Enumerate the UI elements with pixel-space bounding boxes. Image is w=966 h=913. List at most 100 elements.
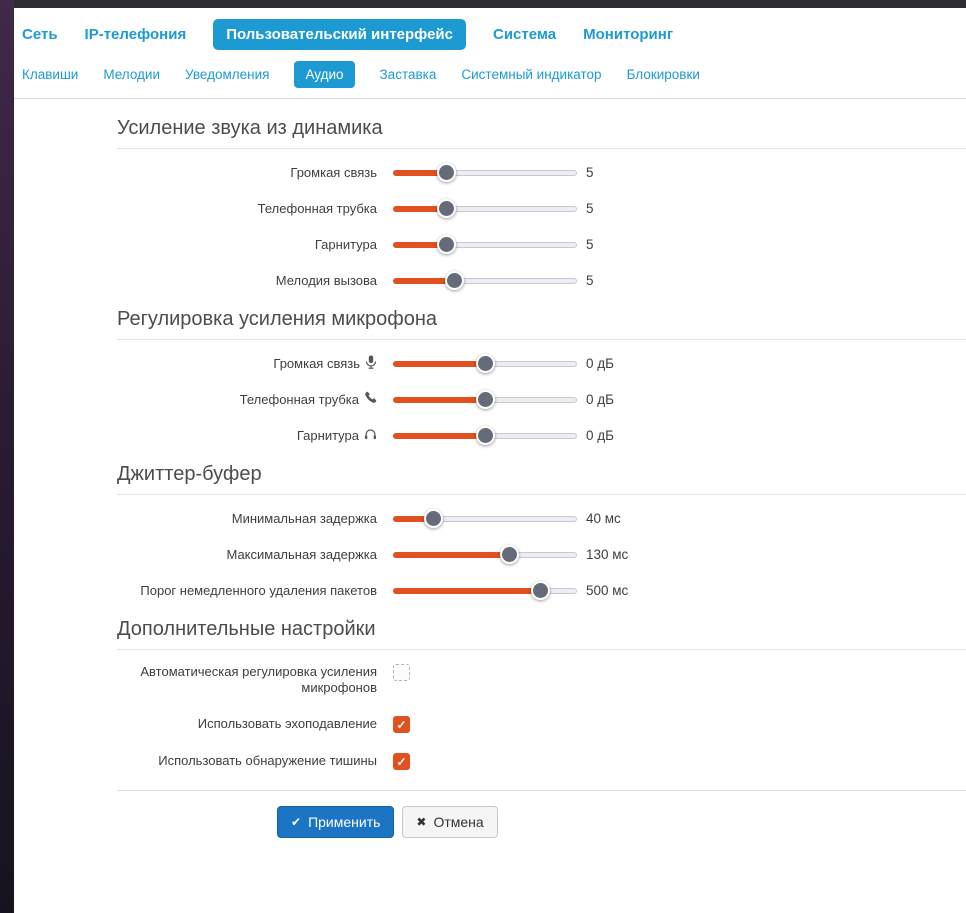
- checkbox[interactable]: ✓: [393, 716, 410, 733]
- checkmark-icon: ✓: [396, 754, 407, 769]
- main-nav-item[interactable]: IP-телефония: [84, 26, 187, 43]
- slider-fill: [393, 397, 485, 403]
- main-nav-item[interactable]: Система: [493, 26, 557, 43]
- section-title-jitter-buffer: Джиттер-буфер: [117, 463, 262, 485]
- actions: ✔ Применить ✖ Отмена: [277, 806, 966, 862]
- form-row: Телефонная трубка 0 дБ: [117, 390, 966, 409]
- slider-fill: [393, 278, 454, 284]
- apply-button-label: Применить: [308, 814, 381, 830]
- slider-fill: [393, 516, 434, 522]
- slider-handle[interactable]: [437, 163, 457, 182]
- cross-icon: ✖: [416, 815, 427, 829]
- slider[interactable]: [393, 235, 577, 254]
- sub-nav-item[interactable]: Мелодии: [103, 67, 161, 82]
- row-label: Максимальная задержка: [117, 547, 377, 563]
- footer-divider: [117, 790, 966, 791]
- row-label: Автоматическая регулировка усиления микр…: [117, 664, 377, 696]
- cancel-button[interactable]: ✖ Отмена: [402, 806, 498, 838]
- slider-handle[interactable]: [531, 581, 551, 600]
- form-row: Телефонная трубка 5: [117, 199, 966, 218]
- slider-handle[interactable]: [444, 271, 464, 290]
- section-divider: [117, 339, 966, 340]
- slider-fill: [393, 588, 541, 594]
- slider-fill: [393, 433, 485, 439]
- section-divider: [117, 148, 966, 149]
- main-nav: Сеть IP-телефония Пользовательский интерфе…: [14, 8, 966, 59]
- row-label-text: Автоматическая регулировка усиления микр…: [140, 664, 377, 695]
- sub-nav-item[interactable]: Блокировки: [626, 67, 700, 82]
- slider-handle[interactable]: [437, 235, 457, 254]
- slider-value: 5: [586, 165, 594, 180]
- slider-fill: [393, 206, 447, 212]
- checkbox-row: Использовать обнаружение тишины ✓: [117, 753, 966, 770]
- slider-handle[interactable]: [424, 509, 444, 528]
- sub-nav-item[interactable]: Системный индикатор: [461, 67, 602, 82]
- top-edge-strip: [5, 0, 966, 8]
- checkbox[interactable]: ✓: [393, 753, 410, 770]
- row-label: Громкая связь: [117, 165, 377, 181]
- left-edge-strip: [0, 0, 14, 913]
- slider-handle[interactable]: [476, 390, 495, 409]
- checkbox[interactable]: [393, 664, 410, 681]
- slider[interactable]: [393, 199, 577, 218]
- main-nav-item[interactable]: Сеть: [22, 26, 58, 43]
- checkbox-row: Автоматическая регулировка усиления микр…: [117, 664, 966, 696]
- row-label: Минимальная задержка: [117, 511, 377, 527]
- row-label-text: Мелодия вызова: [275, 272, 377, 288]
- form-row: Громкая связь 5: [117, 163, 966, 182]
- section-divider: [117, 494, 966, 495]
- footer: ✔ Применить ✖ Отмена: [14, 790, 966, 862]
- headphones-icon: [364, 428, 377, 444]
- main-nav-item[interactable]: Мониторинг: [583, 26, 674, 43]
- form-row: Порог немедленного удаления пакетов 500 м…: [117, 581, 966, 600]
- slider-fill: [393, 361, 485, 367]
- slider-value: 40 мс: [586, 511, 621, 526]
- row-label: Использовать обнаружение тишины: [117, 753, 377, 769]
- sub-nav-item[interactable]: Клавиши: [22, 67, 79, 82]
- handset-icon: [364, 391, 377, 408]
- slider-handle[interactable]: [476, 426, 495, 445]
- form-row: Гарнитура 0 дБ: [117, 426, 966, 445]
- row-label: Мелодия вызова: [117, 273, 377, 289]
- check-icon: ✔: [291, 815, 302, 829]
- slider[interactable]: [393, 545, 577, 564]
- slider-handle[interactable]: [499, 545, 519, 564]
- sub-nav-item[interactable]: Уведомления: [185, 67, 270, 82]
- apply-button[interactable]: ✔ Применить: [277, 806, 395, 838]
- slider-value: 130 мс: [586, 547, 629, 562]
- slider-handle[interactable]: [437, 199, 457, 218]
- content: Усиление звука из динамика Громкая связь 5…: [14, 117, 966, 770]
- row-label: Телефонная трубка: [117, 391, 377, 408]
- slider-value: 5: [586, 237, 594, 252]
- row-label: Порог немедленного удаления пакетов: [117, 583, 377, 599]
- main-nav-item[interactable]: Пользовательский интерфейс: [213, 19, 466, 50]
- slider-value: 5: [586, 273, 594, 288]
- slider-fill: [393, 170, 447, 176]
- slider[interactable]: [393, 354, 577, 373]
- row-label-text: Использовать обнаружение тишины: [158, 753, 377, 768]
- sub-nav-item[interactable]: Аудио: [294, 61, 355, 88]
- slider[interactable]: [393, 271, 577, 290]
- form-row: Громкая связь 0 дБ: [117, 354, 966, 373]
- row-label-text: Телефонная трубка: [257, 200, 377, 216]
- row-label-text: Гарнитура: [314, 236, 377, 252]
- slider-handle[interactable]: [476, 354, 495, 373]
- row-label: Телефонная трубка: [117, 201, 377, 217]
- slider-value: 0 дБ: [586, 356, 614, 371]
- slider[interactable]: [393, 390, 577, 409]
- section-title-additional: Дополнительные настройки: [117, 618, 376, 640]
- slider-fill: [393, 552, 509, 558]
- row-label: Громкая связь: [117, 355, 377, 373]
- sub-nav-item[interactable]: Заставка: [379, 67, 437, 82]
- slider[interactable]: [393, 509, 577, 528]
- section-title-mic-gain: Регулировка усиления микрофона: [117, 308, 438, 330]
- row-label: Гарнитура: [117, 428, 377, 444]
- form-row: Максимальная задержка 130 мс: [117, 545, 966, 564]
- slider[interactable]: [393, 426, 577, 445]
- slider[interactable]: [393, 163, 577, 182]
- page: Сеть IP-телефония Пользовательский интерфе…: [14, 8, 966, 862]
- slider-value: 500 мс: [586, 583, 629, 598]
- slider[interactable]: [393, 581, 577, 600]
- slider-value: 5: [586, 201, 594, 216]
- form-row: Минимальная задержка 40 мс: [117, 509, 966, 528]
